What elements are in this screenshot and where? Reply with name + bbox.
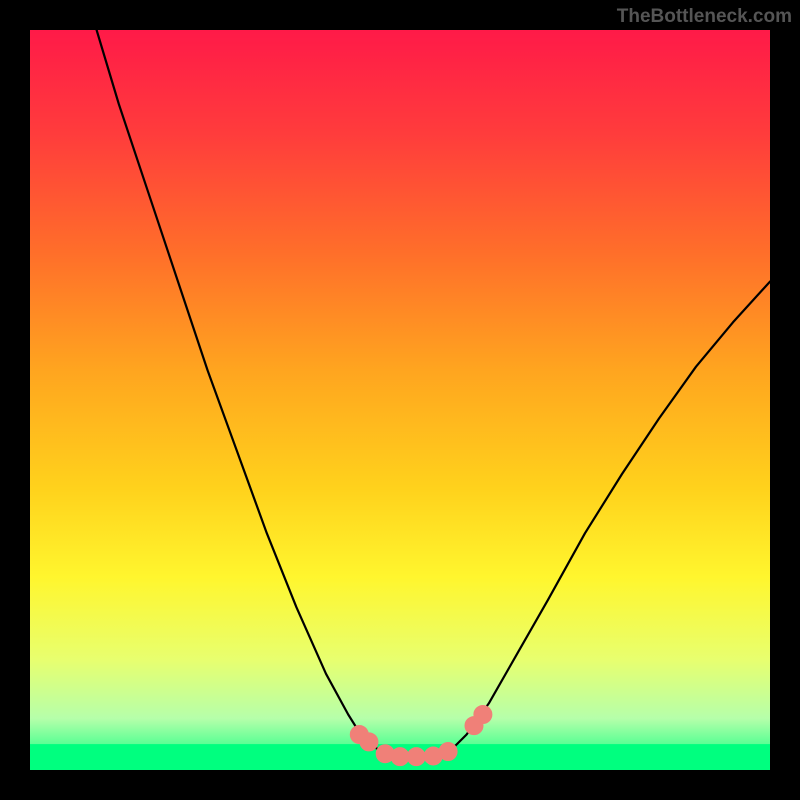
marker-dot [439, 743, 457, 761]
chart-container: TheBottleneck.com [0, 0, 800, 800]
marker-dot [360, 733, 378, 751]
plot-background-gradient [30, 30, 770, 770]
watermark-text: TheBottleneck.com [617, 6, 792, 28]
marker-dot [391, 748, 409, 766]
marker-dot [474, 706, 492, 724]
marker-dot [407, 748, 425, 766]
chart-svg [0, 0, 800, 800]
